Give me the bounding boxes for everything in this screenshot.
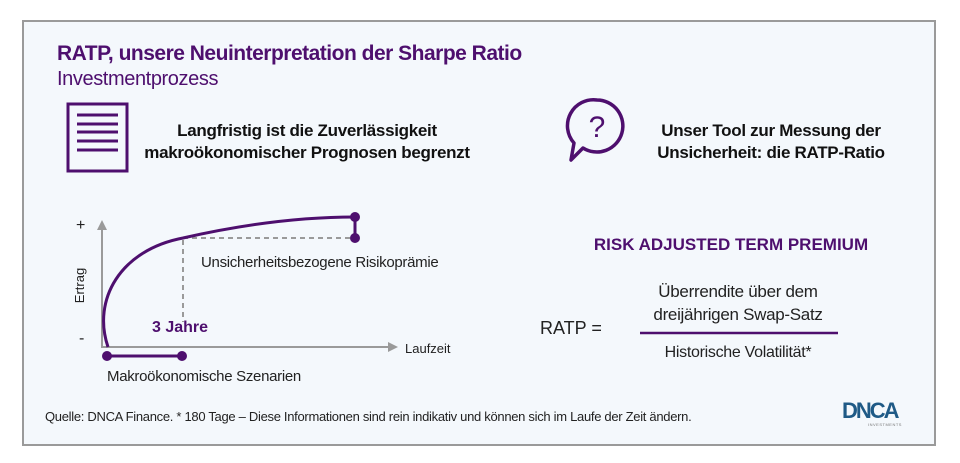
right-heading: Unser Tool zur Messung der Unsicherheit:… bbox=[657, 120, 885, 164]
question-bubble-icon: ? bbox=[565, 98, 625, 162]
y-minus-label: - bbox=[79, 330, 85, 347]
document-icon bbox=[66, 102, 129, 173]
svg-text:?: ? bbox=[589, 111, 606, 144]
left-heading-line: Langfristig ist die Zuverlässigkeit bbox=[177, 121, 437, 140]
marker-label: 3 Jahre bbox=[152, 319, 209, 336]
chart-axes bbox=[97, 220, 398, 352]
dnca-logo: DNCA bbox=[842, 398, 900, 423]
page-subtitle: Investmentprozess bbox=[57, 68, 219, 90]
x-axis-label: Laufzeit bbox=[405, 341, 451, 356]
premium-label: Unsicherheitsbezogene Risikoprämie bbox=[201, 254, 439, 271]
footer-source: Quelle: DNCA Finance. * 180 Tage – Diese… bbox=[45, 409, 692, 424]
formula-denominator: Historische Volatilität* bbox=[664, 344, 812, 361]
dnca-logo-tagline: INVESTMENTS bbox=[868, 422, 902, 427]
numerator-line: Überrendite über dem bbox=[658, 282, 818, 301]
right-heading-line: Unser Tool zur Messung der bbox=[661, 121, 881, 140]
range-label: Makroökonomische Szenarien bbox=[107, 368, 301, 385]
formula-lhs: RATP = bbox=[540, 318, 602, 338]
scenario-range-bar bbox=[102, 351, 187, 361]
right-heading-line: Unsicherheit: die RATP-Ratio bbox=[657, 143, 885, 162]
formula-numerator: Überrendite über dem dreijährigen Swap-S… bbox=[653, 280, 822, 326]
left-heading: Langfristig ist die Zuverlässigkeit makr… bbox=[144, 120, 470, 164]
left-heading-line: makroökonomischer Prognosen begrenzt bbox=[144, 143, 470, 162]
yield-curve bbox=[102, 215, 356, 348]
page-title: RATP, unsere Neuinterpretation der Sharp… bbox=[57, 42, 522, 65]
guide-lines bbox=[182, 237, 355, 322]
infographic-card bbox=[22, 20, 936, 446]
numerator-line: dreijährigen Swap-Satz bbox=[653, 305, 823, 324]
premium-bracket bbox=[350, 212, 360, 243]
formula-title: RISK ADJUSTED TERM PREMIUM bbox=[593, 235, 869, 254]
y-axis-label: Ertrag bbox=[72, 267, 88, 304]
y-plus-label: + bbox=[76, 217, 86, 234]
